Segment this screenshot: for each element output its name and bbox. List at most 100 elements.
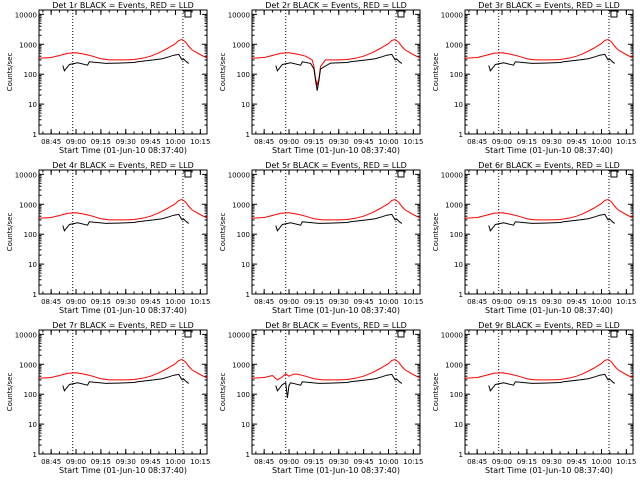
x-tick-label: 08:45 <box>41 458 61 466</box>
x-tick-label: 10:00 <box>165 458 185 466</box>
x-tick-label: 09:00 <box>279 138 299 146</box>
x-tick-label: 08:45 <box>254 458 274 466</box>
y-tick-label: 100 <box>237 231 250 239</box>
x-tick-label: 09:30 <box>542 298 562 306</box>
y-tick-label: 1 <box>459 451 463 459</box>
series-line-events <box>275 373 403 398</box>
chart-title: Det 5r BLACK = Events, RED = LLD <box>265 161 407 170</box>
y-tick-label: 1 <box>246 291 250 299</box>
x-tick-label: 09:45 <box>354 138 374 146</box>
y-tick-label: 10 <box>454 421 463 429</box>
x-tick-label: 09:15 <box>517 298 537 306</box>
x-tick-label: 10:00 <box>165 138 185 146</box>
y-tick-label: 10000 <box>228 331 250 339</box>
series-line-lld <box>38 198 208 221</box>
y-tick-label: 100 <box>450 71 463 79</box>
x-axis-label: Start Time (01-Jun-10 08:37:40) <box>485 466 613 475</box>
y-tick-label: 10 <box>28 421 37 429</box>
x-axis-label: Start Time (01-Jun-10 08:37:40) <box>272 466 400 475</box>
chart-panel: Det 9r BLACK = Events, RED = LLD 1 10 100 10… <box>432 321 636 475</box>
x-tick-label: 09:45 <box>354 458 374 466</box>
chart-panel: Det 4r BLACK = Events, RED = LLD 1 10 100 10… <box>6 161 210 315</box>
y-tick-label: 10 <box>454 101 463 109</box>
interval-marker <box>610 330 618 338</box>
x-tick-label: 10:00 <box>378 458 398 466</box>
x-tick-label: 09:15 <box>304 298 324 306</box>
y-tick-label: 1000 <box>445 41 463 49</box>
x-tick-label: 09:45 <box>141 138 161 146</box>
x-tick-label: 09:45 <box>567 298 587 306</box>
x-tick-label: 09:15 <box>91 138 111 146</box>
y-tick-label: 1 <box>33 131 37 139</box>
series-line-lld <box>251 198 421 221</box>
interval-marker <box>397 10 405 18</box>
x-tick-label: 10:00 <box>378 298 398 306</box>
y-tick-label: 10000 <box>228 171 250 179</box>
y-tick-label: 1000 <box>19 361 37 369</box>
interval-marker <box>610 10 618 18</box>
x-tick-label: 10:15 <box>190 138 210 146</box>
interval-marker <box>397 330 405 338</box>
x-tick-label: 10:00 <box>591 138 611 146</box>
y-tick-label: 10000 <box>15 171 37 179</box>
x-axis-label: Start Time (01-Jun-10 08:37:40) <box>485 146 613 155</box>
x-tick-label: 09:15 <box>517 138 537 146</box>
x-tick-label: 09:00 <box>66 138 86 146</box>
plot-frame <box>464 9 634 135</box>
y-axis-label: Counts/sec <box>219 53 227 92</box>
x-tick-label: 09:30 <box>116 298 136 306</box>
y-tick-label: 1000 <box>232 201 250 209</box>
y-tick-label: 1000 <box>445 361 463 369</box>
x-axis-label: Start Time (01-Jun-10 08:37:40) <box>272 306 400 315</box>
x-tick-label: 09:00 <box>492 298 512 306</box>
y-tick-label: 10 <box>241 421 250 429</box>
y-axis-label: Counts/sec <box>432 53 440 92</box>
series-line-events <box>62 373 190 392</box>
y-tick-label: 1 <box>246 451 250 459</box>
interval-marker <box>610 170 618 178</box>
x-tick-label: 10:15 <box>616 458 636 466</box>
x-axis-label: Start Time (01-Jun-10 08:37:40) <box>59 466 187 475</box>
x-tick-label: 09:30 <box>329 458 349 466</box>
series-line-lld <box>251 358 421 381</box>
x-tick-label: 09:30 <box>116 458 136 466</box>
x-tick-label: 09:00 <box>492 138 512 146</box>
plot-frame <box>251 9 421 135</box>
x-tick-label: 10:15 <box>403 298 423 306</box>
chart-title: Det 7r BLACK = Events, RED = LLD <box>52 321 194 330</box>
x-axis-label: Start Time (01-Jun-10 08:37:40) <box>272 146 400 155</box>
x-tick-label: 09:15 <box>91 458 111 466</box>
chart-title: Det 9r BLACK = Events, RED = LLD <box>478 321 620 330</box>
x-tick-label: 08:45 <box>467 138 487 146</box>
x-tick-label: 08:45 <box>41 138 61 146</box>
y-tick-label: 1000 <box>232 361 250 369</box>
y-tick-label: 1 <box>459 131 463 139</box>
chart-title: Det 8r BLACK = Events, RED = LLD <box>265 321 407 330</box>
y-tick-label: 10000 <box>441 171 463 179</box>
interval-marker <box>184 170 192 178</box>
x-tick-label: 10:15 <box>616 138 636 146</box>
y-tick-label: 10000 <box>441 331 463 339</box>
x-tick-label: 09:30 <box>116 138 136 146</box>
y-axis-label: Counts/sec <box>432 373 440 412</box>
series-line-lld <box>38 358 208 381</box>
plot-frame <box>38 169 208 295</box>
y-axis-label: Counts/sec <box>6 213 14 252</box>
y-axis-label: Counts/sec <box>6 53 14 92</box>
x-tick-label: 10:00 <box>165 298 185 306</box>
x-tick-label: 10:00 <box>591 298 611 306</box>
y-tick-label: 100 <box>24 71 37 79</box>
x-tick-label: 09:30 <box>329 298 349 306</box>
interval-marker <box>397 170 405 178</box>
series-line-events <box>275 213 403 232</box>
chart-panel: Det 1r BLACK = Events, RED = LLD 1 10 100 10… <box>6 1 210 155</box>
x-tick-label: 09:30 <box>329 138 349 146</box>
x-tick-label: 10:00 <box>591 458 611 466</box>
interval-marker <box>184 330 192 338</box>
x-axis-label: Start Time (01-Jun-10 08:37:40) <box>485 306 613 315</box>
chart-panel: Det 7r BLACK = Events, RED = LLD 1 10 100 10… <box>6 321 210 475</box>
y-tick-label: 10000 <box>15 11 37 19</box>
x-tick-label: 09:15 <box>517 458 537 466</box>
chart-panel: Det 5r BLACK = Events, RED = LLD 1 10 100 10… <box>219 161 423 315</box>
